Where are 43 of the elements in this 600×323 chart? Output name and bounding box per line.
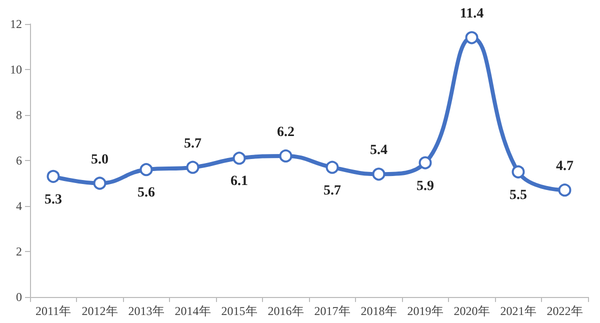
data-label: 6.1 xyxy=(230,174,248,190)
y-tick-label: 4 xyxy=(16,199,22,213)
point xyxy=(558,184,572,197)
data-label: 4.7 xyxy=(556,159,574,174)
point xyxy=(512,165,525,178)
y-tick-label: 6 xyxy=(16,154,22,168)
data-label: 5.7 xyxy=(324,183,341,198)
x-tick-label: 2018年 xyxy=(360,304,397,318)
data-label: 11.4 xyxy=(460,6,484,22)
x-tick-label: 2011年 xyxy=(35,304,72,318)
x-tick-label: 2020年 xyxy=(454,304,490,318)
y-tick-label: 12 xyxy=(10,17,22,31)
point xyxy=(418,156,432,170)
x-tick-label: 2012年 xyxy=(82,304,118,318)
x-tick-label: 2016年 xyxy=(268,304,304,318)
x-tick-label: 2017年 xyxy=(314,304,350,318)
x-tick-label: 2013年 xyxy=(128,304,164,318)
y-tick-label: 0 xyxy=(16,290,22,304)
y-tick-label: 10 xyxy=(10,62,22,76)
y-tick-label: 2 xyxy=(16,244,22,258)
point xyxy=(465,31,478,44)
x-tick-label: 2022年 xyxy=(546,304,583,318)
data-label: 5.6 xyxy=(138,186,155,201)
data-label: 5.5 xyxy=(510,188,527,203)
point xyxy=(140,163,153,176)
y-tick-label: 8 xyxy=(16,108,22,122)
x-tick-label: 2019年 xyxy=(407,304,444,318)
data-label: 5.9 xyxy=(416,178,434,194)
x-tick-label: 2014年 xyxy=(174,304,211,318)
x-tick-label: 2021年 xyxy=(500,304,536,318)
point xyxy=(186,160,200,174)
point xyxy=(326,160,339,174)
data-label: 6.2 xyxy=(277,124,294,140)
point xyxy=(232,152,246,165)
data-label: 5.7 xyxy=(184,136,202,152)
point xyxy=(279,149,292,162)
x-tick-label: 2015年 xyxy=(221,304,258,318)
point xyxy=(372,168,386,181)
data-label: 5.0 xyxy=(91,152,108,168)
data-label: 5.4 xyxy=(370,143,388,158)
point xyxy=(46,170,60,183)
point xyxy=(93,176,106,190)
data-label: 5.3 xyxy=(44,192,62,208)
